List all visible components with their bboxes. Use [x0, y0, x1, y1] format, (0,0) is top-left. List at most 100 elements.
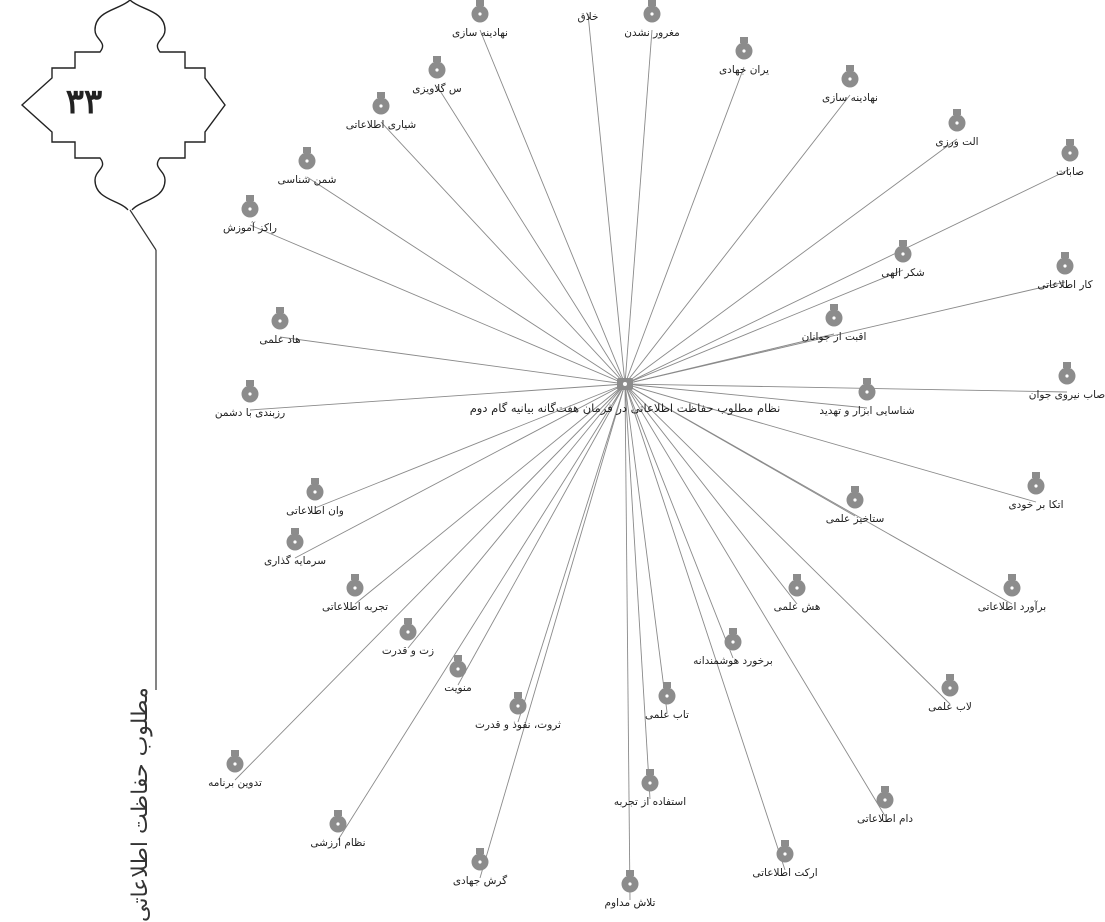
node-label: منویت [444, 682, 471, 694]
concept-node: س گلاویزی [412, 56, 462, 95]
edge-line [624, 138, 958, 385]
node-label: نهادینه سازی [452, 27, 508, 39]
node-icon-dot [478, 860, 482, 864]
node-icon-cap [793, 574, 801, 580]
node-label: ارکت اطلاعاتی [752, 867, 817, 879]
node-label: شناسایی ابزار و تهدید [819, 405, 914, 417]
node-icon-dot [665, 694, 669, 698]
node-label: دام اطلاعاتی [857, 813, 913, 825]
node-icon-cap [863, 378, 871, 384]
node-label: لاب علمی [928, 701, 972, 713]
node-icon-dot [1010, 586, 1014, 590]
edge-line [234, 383, 626, 781]
edge-line [337, 383, 626, 841]
diagram-nodes: خلاق نهادینه سازی مغرور نشدن س گلاویزی یران … [208, 0, 1105, 909]
concept-node: ارکت اطلاعاتی [752, 840, 818, 879]
node-icon-dot [456, 667, 460, 671]
node-icon-cap [433, 56, 441, 62]
node-icon-dot [1068, 151, 1072, 155]
node-icon-cap [476, 0, 484, 6]
node-label: تدوین برنامه [208, 777, 262, 789]
edge-line [314, 383, 626, 509]
node-label: برخورد هوشمندانه [693, 655, 773, 667]
concept-node: اقبت از جوانان [802, 304, 866, 343]
node-label: نهادینه سازی [822, 92, 878, 104]
node-icon-cap [851, 486, 859, 492]
node-icon-cap [334, 810, 342, 816]
node-label: الت ورزی [935, 136, 978, 148]
concept-node: سرمایه گذاری [264, 528, 326, 567]
concept-node: نهادینه سازی [452, 0, 508, 39]
node-icon-cap [1061, 252, 1069, 258]
node-label: استفاده از تجربه [614, 796, 686, 808]
edge-line [407, 383, 626, 649]
node-icon-dot [883, 798, 887, 802]
node-icon-dot [478, 12, 482, 16]
node-icon-cap [663, 682, 671, 688]
edge-line [624, 383, 651, 800]
node-icon-cap [1063, 362, 1071, 368]
edge-line [624, 383, 786, 871]
node-icon-cap [246, 195, 254, 201]
concept-node: گرش جهادی [453, 848, 507, 887]
concept-node: صاب نیروی جوان [1029, 362, 1105, 401]
node-icon-dot [1063, 264, 1067, 268]
concept-node: راکز آموزش [223, 195, 277, 234]
node-icon-dot [406, 630, 410, 634]
concept-node: برآورد اطلاعاتی [978, 574, 1046, 613]
concept-node: خلاق [578, 11, 599, 23]
diagram-edges [234, 13, 1071, 901]
concept-node: زت و قدرت [382, 618, 434, 657]
concept-node: منویت [444, 655, 472, 694]
edge-line [624, 383, 734, 659]
node-icon-cap [303, 147, 311, 153]
edge-line [249, 383, 626, 411]
center-label: نظام مطلوب حفاظت اطلاعاتی در فرمان هفت‌گ… [470, 401, 781, 416]
concept-node: کار اطلاعاتی [1037, 252, 1093, 291]
edge-line [624, 383, 631, 901]
node-icon-dot [278, 319, 282, 323]
edge-line [587, 13, 626, 385]
edge-line [624, 383, 886, 817]
edge-line [624, 269, 904, 385]
side-title: نظام مطلوب حفاظت اطلاعاتی [128, 682, 153, 922]
node-icon-dot [336, 822, 340, 826]
edge-line [624, 383, 1013, 605]
center-node: نظام مطلوب حفاظت اطلاعاتی در فرمان هفت‌گ… [470, 378, 781, 416]
node-icon-cap [729, 628, 737, 634]
node-icon-dot [516, 704, 520, 708]
concept-node: نهادینه سازی [822, 65, 878, 104]
node-label: تاب علمی [645, 709, 689, 721]
node-label: برآورد اطلاعاتی [978, 600, 1046, 613]
edge-line [457, 383, 626, 686]
node-icon-dot [955, 121, 959, 125]
edge-line [624, 383, 668, 713]
node-icon-cap [626, 870, 634, 876]
concept-node: شمن شناسی [278, 147, 336, 186]
node-label: صاب نیروی جوان [1029, 389, 1105, 401]
edge-line [306, 176, 626, 385]
node-label: تلاش مداوم [605, 897, 656, 909]
node-icon-dot [865, 390, 869, 394]
node-icon-dot [305, 159, 309, 163]
node-label: شکر الهی [881, 267, 924, 279]
node-icon-dot [648, 781, 652, 785]
node-label: زت و قدرت [382, 645, 434, 657]
node-icon-cap [377, 92, 385, 98]
node-icon-dot [650, 12, 654, 16]
edge-line [624, 383, 798, 605]
node-icon-cap [514, 692, 522, 698]
node-label: یران جهادی [719, 64, 769, 76]
node-label: گرش جهادی [453, 874, 507, 887]
concept-node: برخورد هوشمندانه [693, 628, 773, 667]
edge-line [624, 168, 1071, 385]
concept-node: مغرور نشدن [624, 0, 680, 39]
node-icon-cap [246, 380, 254, 386]
edge-line [279, 336, 626, 385]
concept-node: شکر الهی [881, 240, 925, 279]
node-icon-cap [899, 240, 907, 246]
concept-node: لاب علمی [928, 674, 972, 713]
node-icon-dot [948, 686, 952, 690]
node-icon-dot [901, 252, 905, 256]
node-icon-dot [1065, 374, 1069, 378]
